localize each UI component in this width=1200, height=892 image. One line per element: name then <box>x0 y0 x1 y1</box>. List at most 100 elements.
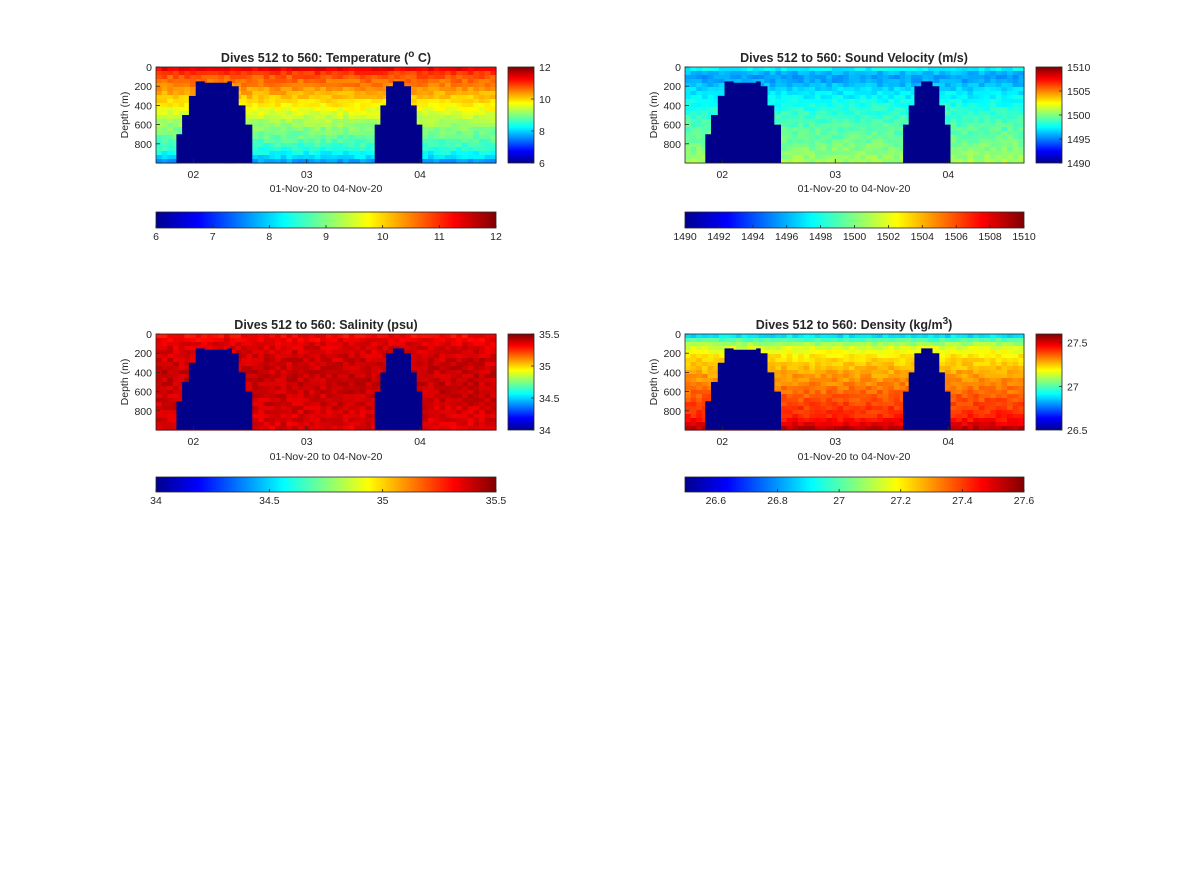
heatmap-cell <box>973 338 980 343</box>
heatmap-cell <box>343 159 350 164</box>
heatmap-cell <box>984 139 991 144</box>
heatmap-cell <box>331 354 338 359</box>
heatmap-cell <box>309 127 316 132</box>
heatmap-cell <box>473 378 480 383</box>
heatmap-cell <box>701 358 709 363</box>
heatmap-cell <box>854 350 861 355</box>
heatmap-cell <box>212 79 219 84</box>
heatmap-cell <box>297 71 304 76</box>
heatmap-cell <box>348 99 355 104</box>
heatmap-cell <box>467 346 474 351</box>
heatmap-cell <box>371 79 378 84</box>
heatmap-cell <box>320 87 327 92</box>
heatmap-cell <box>479 87 486 92</box>
heatmap-cell <box>326 346 333 351</box>
heatmap-cell <box>422 139 429 144</box>
heatmap-cell <box>1007 151 1014 156</box>
heatmap-cell <box>831 342 839 347</box>
heatmap-cell <box>263 111 270 116</box>
heatmap-cell <box>246 79 253 84</box>
heatmap-cell <box>837 354 844 359</box>
heatmap-cell <box>990 99 997 104</box>
heatmap-cell <box>696 123 703 128</box>
heatmap-cell <box>490 374 497 379</box>
heatmap-cell <box>1001 342 1008 347</box>
heatmap-cell <box>462 390 469 395</box>
heatmap-cell <box>685 75 692 80</box>
heatmap-cell <box>388 338 395 343</box>
heatmap-cell <box>854 135 861 140</box>
heatmap-cell <box>320 414 327 419</box>
heatmap-cell <box>360 75 367 80</box>
heatmap-cell <box>439 159 446 164</box>
heatmap-cell <box>235 79 242 84</box>
heatmap-cell <box>747 79 754 84</box>
heatmap-cell <box>445 410 452 415</box>
heatmap-cell <box>292 87 299 92</box>
heatmap-cell <box>360 374 367 379</box>
heatmap-cell <box>990 135 997 140</box>
heatmap-cell <box>685 107 692 112</box>
heatmap-cell <box>337 414 344 419</box>
heatmap-cell <box>741 334 748 339</box>
heatmap-cell <box>899 99 906 104</box>
heatmap-cell <box>343 91 350 96</box>
heatmap-cell <box>258 414 265 419</box>
heatmap-cell <box>967 79 974 84</box>
heatmap-cell <box>331 131 338 136</box>
heatmap-cell <box>854 119 861 124</box>
heatmap-cell <box>439 115 446 120</box>
heatmap-cell <box>445 386 452 391</box>
heatmap-cell <box>280 67 287 72</box>
heatmap-cell <box>973 111 980 116</box>
heatmap-cell <box>190 346 197 351</box>
heatmap-cell <box>467 370 474 375</box>
heatmap-cell <box>456 115 463 120</box>
heatmap-cell <box>320 406 327 411</box>
heatmap-cell <box>462 346 469 351</box>
heatmap-cell <box>871 75 878 80</box>
heatmap-cell <box>826 123 833 128</box>
heatmap-cell <box>439 410 446 415</box>
heatmap-cell <box>433 398 440 403</box>
heatmap-cell <box>371 378 378 383</box>
heatmap-cell <box>263 123 270 128</box>
heatmap-cell <box>854 123 861 128</box>
heatmap-cell <box>445 418 452 423</box>
heatmap-cell <box>978 95 986 100</box>
heatmap-cell <box>280 402 287 407</box>
heatmap-cell <box>831 334 839 339</box>
heatmap-cell <box>961 350 969 355</box>
heatmap-cell <box>314 370 321 375</box>
heatmap-cell <box>207 346 214 351</box>
heatmap-cell <box>178 398 185 403</box>
heatmap-cell <box>911 338 918 343</box>
heatmap-cell <box>433 115 440 120</box>
heatmap-cell <box>854 99 861 104</box>
heatmap-cell <box>365 382 372 387</box>
heatmap-cell <box>871 127 878 132</box>
heatmap-cell <box>303 119 310 124</box>
heatmap-cell <box>1012 107 1019 112</box>
heatmap-cell <box>156 71 163 76</box>
heatmap-cell <box>473 103 480 108</box>
heatmap-cell <box>173 119 180 124</box>
heatmap-cell <box>377 111 384 116</box>
heatmap-cell <box>360 382 367 387</box>
heatmap-cell <box>792 346 799 351</box>
heatmap-cell <box>207 342 214 347</box>
heatmap-cell <box>1001 143 1008 148</box>
heatmap-cell <box>297 390 304 395</box>
heatmap-cell <box>207 338 214 343</box>
heatmap-cell <box>246 338 253 343</box>
heatmap-cell <box>258 119 265 124</box>
heatmap-cell <box>320 147 327 152</box>
heatmap-cell <box>371 386 378 391</box>
heatmap-cell <box>843 143 850 148</box>
heatmap-cell <box>490 382 497 387</box>
heatmap-cell <box>292 390 299 395</box>
heatmap-cell <box>314 418 321 423</box>
heatmap-cell <box>439 123 446 128</box>
heatmap-cell <box>950 358 957 363</box>
heatmap-cell <box>309 135 316 140</box>
